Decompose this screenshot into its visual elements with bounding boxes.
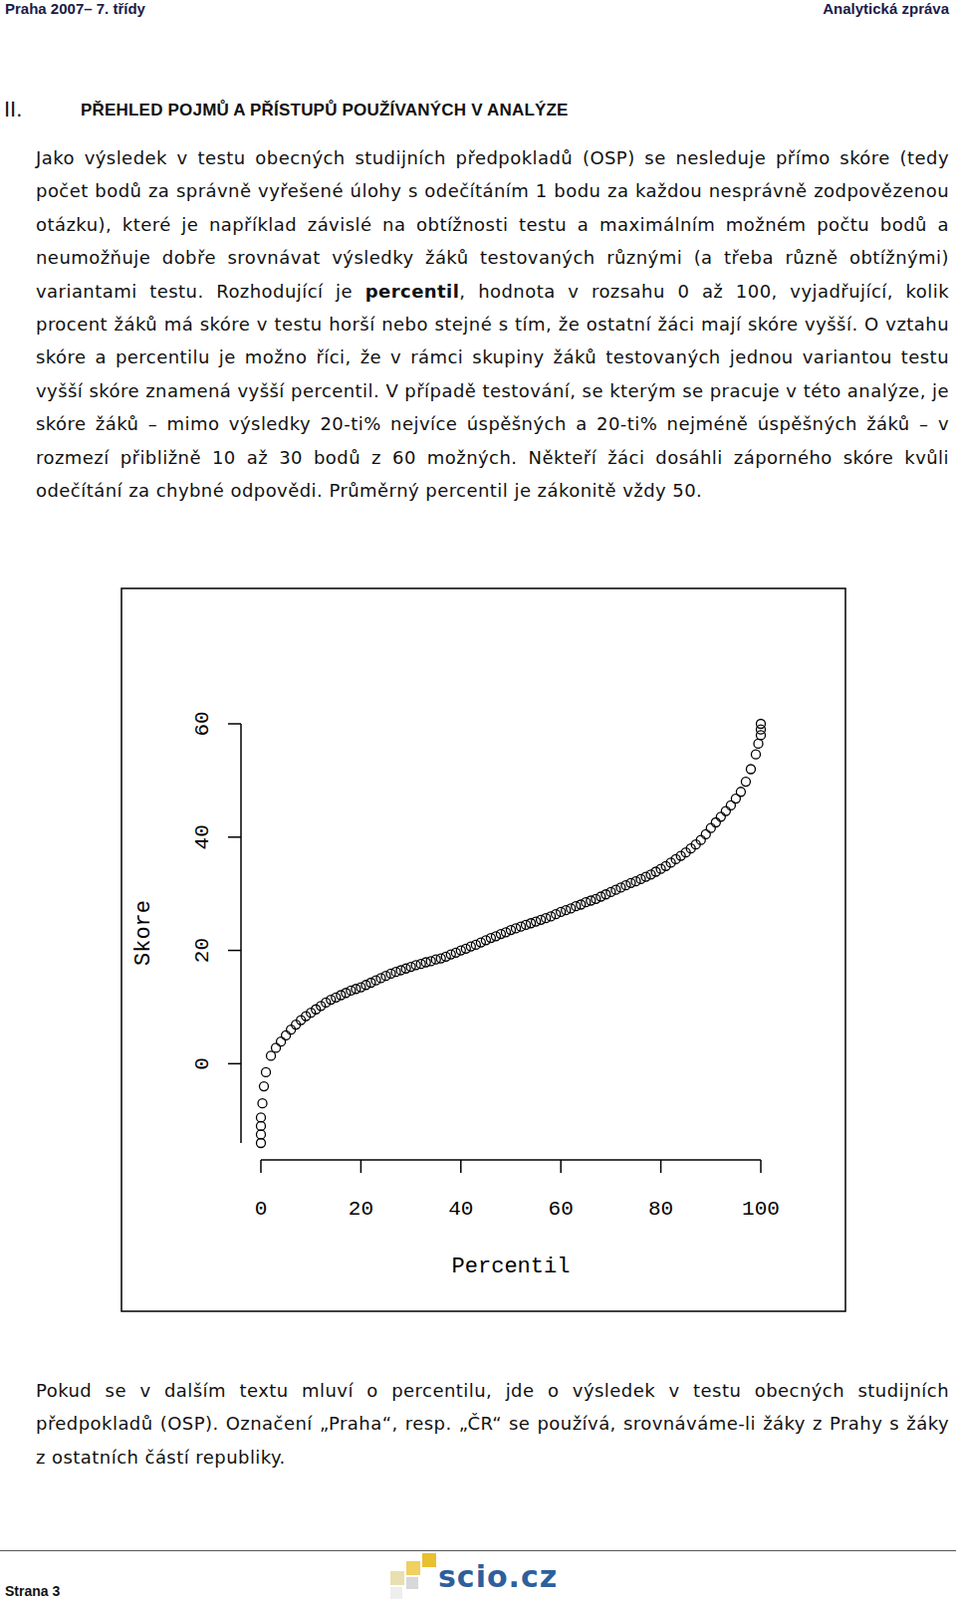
point: [511, 924, 521, 934]
header-left: Praha 2007– 7. třídy: [4, 0, 146, 17]
paragraph: Pokud se v dalším textu mluví o percenti…: [35, 1374, 950, 1474]
y-axis-label: Skore: [131, 900, 157, 966]
point: [626, 878, 636, 888]
point: [396, 965, 406, 975]
point: [406, 962, 416, 972]
y-axis: [239, 723, 242, 1144]
point: [716, 812, 725, 822]
point: [256, 1139, 266, 1149]
point: [735, 787, 745, 797]
point: [706, 823, 716, 833]
point: [561, 906, 571, 916]
x-tick: [460, 1160, 463, 1174]
bold-term: percentil: [365, 280, 461, 302]
point: [271, 1043, 281, 1053]
point: [506, 926, 516, 936]
point: [485, 934, 495, 944]
y-tick-label: 60: [191, 711, 215, 736]
point: [351, 984, 361, 994]
point: [586, 896, 596, 906]
text: , hodnota v rozsahu 0 až 100, vyjadřujíc…: [35, 280, 950, 501]
footer-rule: [0, 1550, 956, 1552]
point: [257, 1099, 267, 1109]
y-tick: [228, 722, 241, 725]
point: [286, 1025, 296, 1035]
header-right: Analytická zpráva: [822, 0, 950, 17]
point: [531, 917, 541, 927]
point: [256, 1113, 266, 1123]
x-tick-label: 0: [254, 1197, 268, 1221]
x-tick: [759, 1160, 762, 1174]
logo-square: [406, 1561, 421, 1576]
x-axis-label: Percentil: [452, 1254, 571, 1280]
y-tick: [228, 1063, 241, 1066]
point: [495, 930, 505, 940]
y-tick-label: 20: [191, 938, 215, 963]
point: [536, 915, 546, 925]
point: [701, 829, 711, 839]
point: [756, 719, 766, 729]
y-tick-label: 0: [191, 1057, 215, 1071]
page-number: Strana 3: [4, 1583, 60, 1600]
point: [720, 806, 730, 816]
point: [386, 968, 396, 978]
section-title: PŘEHLED POJMŮ A PŘÍSTUPŮ POUŽÍVANÝCH V A…: [80, 100, 569, 121]
point: [541, 914, 551, 924]
y-tick-label: 40: [191, 824, 215, 850]
point: [571, 902, 581, 912]
logo-square: [390, 1571, 405, 1586]
x-tick-label: 40: [448, 1197, 474, 1221]
point: [556, 907, 566, 917]
point: [446, 950, 456, 959]
logo-square: [422, 1553, 437, 1568]
x-tick-label: 100: [741, 1197, 780, 1221]
point: [750, 749, 760, 759]
logo-square: [406, 1577, 419, 1590]
x-axis: [260, 1159, 761, 1162]
point: [276, 1037, 286, 1047]
y-tick: [228, 950, 241, 953]
point: [416, 959, 426, 969]
point: [456, 946, 466, 956]
point: [256, 1130, 266, 1140]
point: [436, 954, 446, 963]
point: [466, 942, 476, 952]
logo: scio.cz: [438, 1559, 558, 1596]
logo-square: [390, 1587, 403, 1600]
chart: 0 20 40 60 0 20 40 60 80 100 Percentil Skore: [0, 0, 956, 1600]
x-tick: [559, 1160, 562, 1174]
chart-frame: [121, 588, 846, 1312]
x-tick-label: 80: [648, 1197, 674, 1221]
point: [261, 1067, 271, 1077]
section-number: II.: [3, 96, 22, 123]
y-tick: [228, 836, 241, 839]
point: [346, 985, 356, 995]
point: [696, 835, 706, 845]
point: [266, 1051, 276, 1061]
point: [391, 967, 401, 977]
point: [401, 963, 411, 973]
paragraph: Jako výsledek v testu obecných studijníc…: [35, 141, 950, 507]
point: [426, 956, 436, 966]
point: [711, 817, 720, 827]
x-tick-label: 20: [348, 1197, 374, 1221]
point: [745, 764, 755, 774]
point: [256, 1121, 266, 1131]
point: [740, 777, 750, 787]
points: [256, 719, 766, 1149]
point: [753, 738, 763, 748]
x-tick: [360, 1160, 363, 1174]
point: [516, 922, 526, 932]
point: [581, 898, 591, 908]
point: [281, 1030, 291, 1040]
point: [521, 920, 531, 930]
x-tick-label: 60: [548, 1197, 574, 1221]
text: Jako výsledek v testu obecných studijníc…: [35, 147, 950, 302]
x-tick: [259, 1160, 262, 1174]
point: [526, 919, 536, 929]
point: [259, 1082, 269, 1092]
x-tick: [660, 1160, 663, 1174]
